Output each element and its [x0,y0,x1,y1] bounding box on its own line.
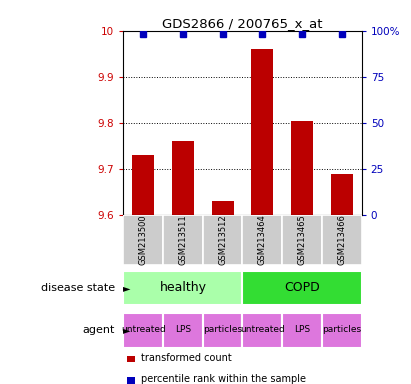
Bar [212,201,233,215]
Bar [252,49,273,215]
Text: GSM213466: GSM213466 [337,215,346,265]
Title: GDS2866 / 200765_x_at: GDS2866 / 200765_x_at [162,17,323,30]
Bar [172,141,194,215]
Text: transformed count: transformed count [141,353,232,363]
Bar [203,313,242,348]
Bar [123,215,163,265]
Text: ►: ► [123,283,131,293]
Text: percentile rank within the sample: percentile rank within the sample [141,374,306,384]
Bar [282,215,322,265]
Text: COPD: COPD [284,281,320,294]
Text: untreated: untreated [240,325,285,334]
Bar [123,313,163,348]
Text: healthy: healthy [159,281,206,294]
Text: LPS: LPS [175,325,191,334]
Bar [242,271,362,305]
Text: GSM213464: GSM213464 [258,215,267,265]
Text: GSM213511: GSM213511 [178,215,187,265]
Bar [132,155,154,215]
Bar [331,174,353,215]
Bar [242,215,282,265]
Text: agent: agent [83,325,115,335]
Bar [163,313,203,348]
Text: disease state: disease state [41,283,115,293]
Bar [291,121,313,215]
Text: ►: ► [123,325,131,335]
Text: particles: particles [322,325,361,334]
Bar [322,313,362,348]
Bar [123,271,242,305]
Text: LPS: LPS [294,325,310,334]
Text: GSM213465: GSM213465 [298,215,307,265]
Bar [322,215,362,265]
Text: GSM213500: GSM213500 [139,215,148,265]
Bar [163,215,203,265]
Text: particles: particles [203,325,242,334]
Bar [242,313,282,348]
Text: untreated: untreated [121,325,166,334]
Text: GSM213512: GSM213512 [218,215,227,265]
Bar [203,215,242,265]
Bar [282,313,322,348]
